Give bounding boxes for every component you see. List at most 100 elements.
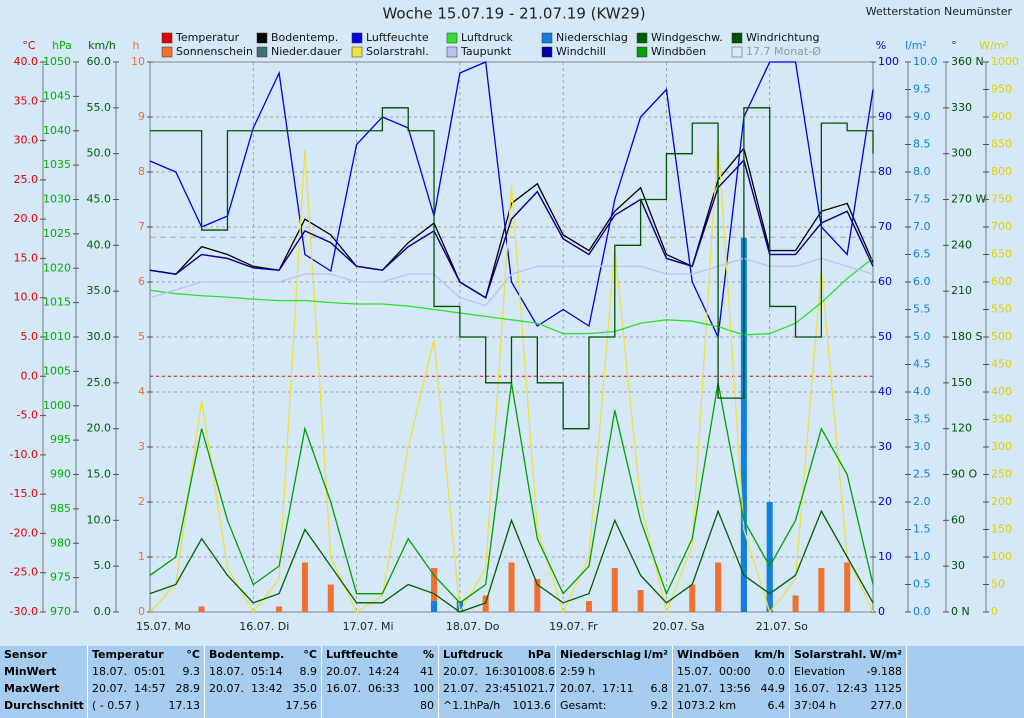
y-tick-label: 210 — [951, 284, 972, 297]
y-tick-label: 1035 — [43, 158, 71, 171]
column-header: Temperatur °C — [92, 646, 200, 663]
column-name: Luftfeuchte — [326, 648, 399, 661]
legend-label: 17.7 Monat-Ø — [746, 45, 821, 58]
legend-label: Taupunkt — [460, 45, 512, 58]
summary-table: Sensor MinWert MaxWert Durchschnitt Temperat… — [0, 646, 1024, 718]
row-label-column: Sensor MinWert MaxWert Durchschnitt — [0, 646, 88, 718]
y-tick-label: 30 — [951, 559, 965, 572]
legend-label: Windgeschw. — [651, 31, 723, 44]
station-name: Wetterstation Neumünster — [866, 5, 1013, 18]
y-tick-label: 10.0 — [913, 55, 938, 68]
column-name: Temperatur — [92, 648, 164, 661]
y-tick-label: 1050 — [43, 55, 71, 68]
cell-right: 6.4 — [767, 699, 786, 712]
y-tick-label: 45.0 — [87, 193, 112, 206]
column-header: Bodentemp. °C — [209, 646, 317, 663]
y-tick-label: 10.0 — [14, 291, 39, 304]
axis-unit: ° — [951, 39, 957, 52]
table-row: 20.07. 13:42 35.0 — [209, 680, 317, 697]
table-column: Temperatur °C 18.07. 05:01 9.3 20.07. 14:57 2… — [88, 646, 205, 718]
cell-left: 15.07. 00:00 — [677, 665, 751, 678]
column-name: Luftdruck — [443, 648, 503, 661]
column-header: Luftfeuchte% — [326, 646, 434, 663]
y-tick-label: 0 — [138, 605, 145, 618]
y-tick-label: 0.0 — [94, 605, 112, 618]
cell-left: 2:59 h — [560, 665, 596, 678]
cell-right: 9.3 — [182, 665, 201, 678]
cell-right: 6.8 — [650, 682, 669, 695]
y-tick-label: 995 — [50, 433, 71, 446]
x-tick-label: 18.07. Do — [446, 620, 500, 633]
bar — [534, 579, 541, 612]
bar — [611, 568, 618, 612]
y-tick-label: 60.0 — [87, 55, 112, 68]
y-tick-label: 850 — [991, 138, 1012, 151]
cell-right: 1021.7 — [516, 682, 556, 695]
bar — [844, 562, 851, 612]
y-tick-label: 4.5 — [913, 358, 931, 371]
axis-unit: h — [133, 39, 140, 52]
row-label: MinWert — [4, 663, 83, 680]
y-tick-label: 950 — [991, 83, 1012, 96]
y-tick-label: 15.0 — [87, 468, 112, 481]
y-tick-label: 10.0 — [87, 513, 112, 526]
y-tick-label: 360 N — [951, 55, 984, 68]
legend-label: Windchill — [556, 45, 606, 58]
column-unit: hPa — [527, 648, 551, 661]
y-tick-label: 40.0 — [14, 55, 39, 68]
row-label-text: Durchschnitt — [4, 699, 84, 712]
y-tick-label: 1010 — [43, 330, 71, 343]
column-unit: % — [422, 648, 434, 661]
x-tick-label: 16.07. Di — [239, 620, 289, 633]
y-tick-label: 70 — [878, 220, 892, 233]
y-tick-label: 35.0 — [87, 284, 112, 297]
cell-right: 9.2 — [650, 699, 669, 712]
y-tick-label: 300 — [951, 147, 972, 160]
cell-right: 1125 — [874, 682, 902, 695]
legend-label: Niederschlag — [556, 31, 628, 44]
legend-label: Bodentemp. — [271, 31, 338, 44]
series-line — [149, 61, 874, 340]
y-tick-label: 0 — [878, 605, 885, 618]
y-tick-label: 1000 — [991, 55, 1019, 68]
table-row: Elevation -9.188 — [794, 663, 902, 680]
y-tick-label: 50.0 — [87, 147, 112, 160]
legend-label: Windrichtung — [746, 31, 819, 44]
row-label-text: MaxWert — [4, 682, 60, 695]
y-tick-label: 350 — [991, 413, 1012, 426]
table-column: Luftdruck hPa 20.07. 16:30 1008.6 21.07. 23:… — [439, 646, 556, 718]
table-row: ^1.1hPa/h 1013.6 — [443, 697, 551, 714]
bar — [818, 568, 825, 612]
y-tick-label: 50 — [991, 578, 1005, 591]
x-tick-label: 17.07. Mi — [343, 620, 394, 633]
cell-right: 80 — [420, 699, 434, 712]
legend-label: Nieder.dauer — [271, 45, 342, 58]
y-tick-label: 5.0 — [94, 559, 112, 572]
y-tick-label: 0.0 — [21, 369, 39, 382]
y-tick-label: 270 W — [951, 193, 986, 206]
bar — [431, 568, 438, 612]
column-unit: °C — [186, 648, 200, 661]
y-tick-label: 800 — [991, 165, 1012, 178]
y-tick-label: 1.0 — [913, 550, 931, 563]
y-tick-label: 55.0 — [87, 101, 112, 114]
column-unit: W/m² — [869, 648, 902, 661]
column-name: Windböen — [677, 648, 740, 661]
y-tick-label: 40 — [878, 385, 892, 398]
y-tick-label: 150 — [951, 376, 972, 389]
column-name: Solarstrahl. — [794, 648, 867, 661]
x-tick-label: 21.07. So — [756, 620, 808, 633]
table-row: 20.07. 17:11 6.8 — [560, 680, 668, 697]
cell-right: 41 — [420, 665, 434, 678]
bar — [482, 595, 489, 612]
legend-label: Solarstrahl. — [366, 45, 429, 58]
y-tick-label: 400 — [991, 385, 1012, 398]
column-header: Luftdruck hPa — [443, 646, 551, 663]
y-tick-label: 0 — [991, 605, 998, 618]
y-tick-label: 8.5 — [913, 138, 931, 151]
legend-swatch — [541, 32, 553, 44]
table-row: 16.07. 06:33 100 — [326, 680, 434, 697]
y-tick-label: 40.0 — [87, 238, 112, 251]
y-tick-label: 6.0 — [913, 275, 931, 288]
table-row: 21.07. 23:45 1021.7 — [443, 680, 555, 697]
